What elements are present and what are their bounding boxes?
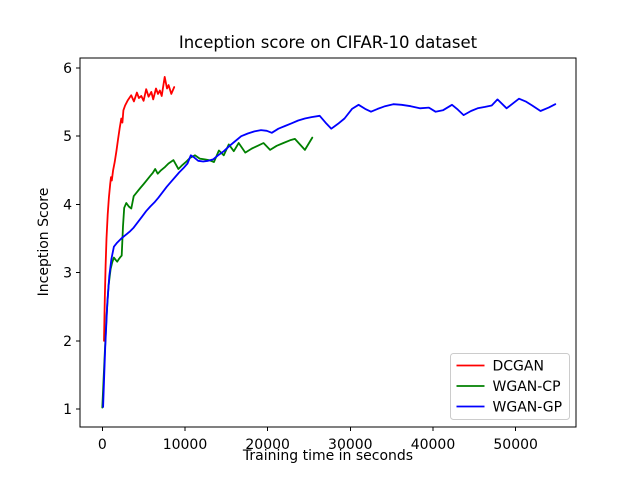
- series-line-wgan-cp: [101, 136, 314, 409]
- y-tick-label: 5: [63, 129, 72, 145]
- x-axis-label: Training time in seconds: [242, 448, 414, 464]
- y-tick-label: 2: [63, 334, 72, 350]
- chart-title: Inception score on CIFAR-10 dataset: [178, 33, 478, 52]
- x-tick-label: 30000: [328, 437, 373, 453]
- series-line-dcgan: [103, 76, 176, 342]
- y-tick-label: 6: [63, 61, 72, 77]
- x-tick-label: 0: [98, 437, 107, 453]
- y-tick-label: 1: [63, 402, 72, 418]
- legend-label-wgan-cp: WGAN-CP: [493, 379, 561, 395]
- legend-label-dcgan: DCGAN: [493, 359, 544, 375]
- y-tick-label: 4: [63, 197, 72, 213]
- legend-label-wgan-gp: WGAN-GP: [493, 400, 563, 416]
- x-tick-label: 20000: [245, 437, 290, 453]
- series-line-wgan-gp: [102, 97, 557, 408]
- x-tick-label: 50000: [493, 437, 538, 453]
- x-tick-label: 10000: [163, 437, 208, 453]
- y-tick-label: 3: [63, 266, 72, 282]
- plot-frame: [79, 57, 577, 428]
- x-tick-label: 40000: [411, 437, 456, 453]
- legend-box: [450, 353, 570, 420]
- y-axis-label: Inception Score: [36, 187, 52, 297]
